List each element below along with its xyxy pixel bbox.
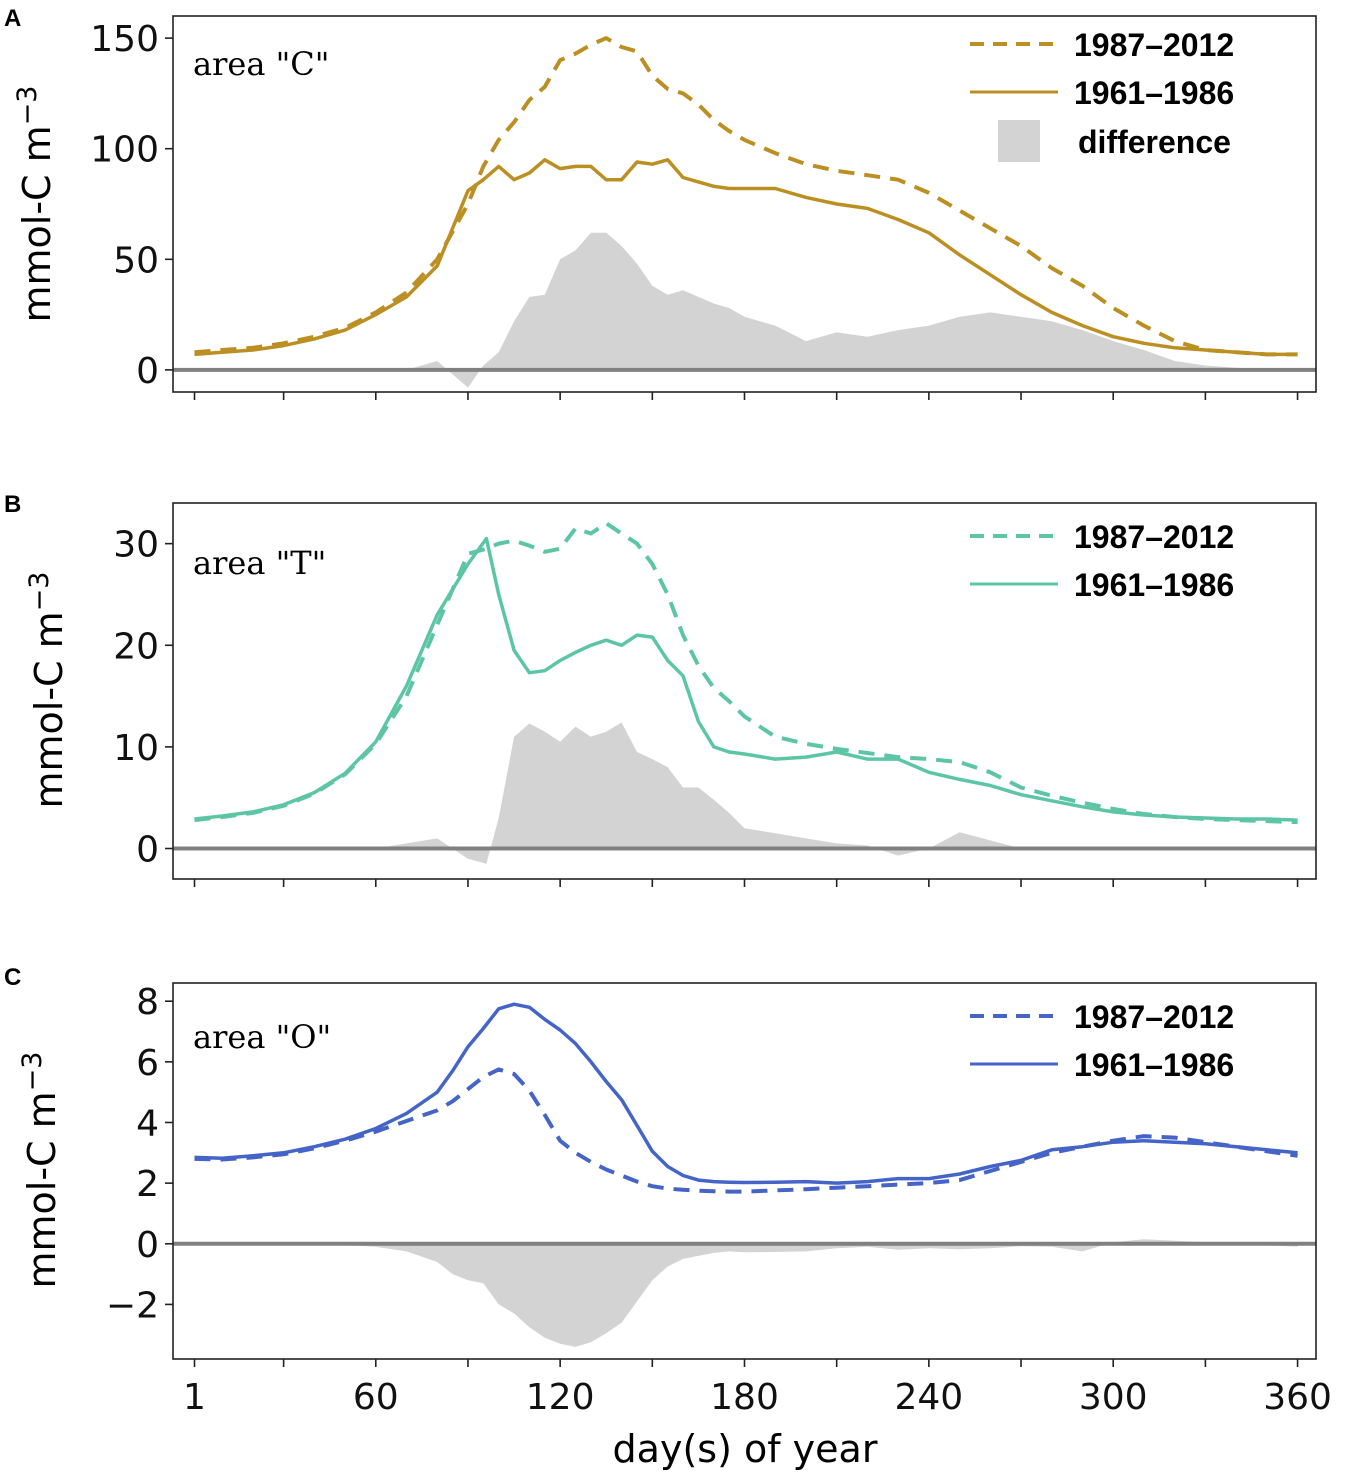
y-axis-label-text: mmol-C m bbox=[20, 1091, 64, 1288]
difference-area bbox=[194, 1239, 1298, 1347]
x-axis-label: day(s) of year bbox=[613, 1427, 878, 1471]
difference-area-layer bbox=[194, 722, 1298, 864]
y-axis-label: mmol-C m−3 bbox=[24, 572, 71, 809]
x-tick-label: 1 bbox=[183, 1377, 206, 1418]
x-tick-label: 360 bbox=[1263, 1377, 1332, 1418]
y-tick-label: 0 bbox=[136, 830, 159, 871]
legend-label-1987-2012: 1987–2012 bbox=[1074, 519, 1234, 555]
series-line-1961-1986 bbox=[194, 1002, 1298, 1185]
y-axis-label-text: mmol-C m bbox=[27, 611, 71, 808]
area-label: area "T" bbox=[193, 544, 326, 582]
series-line-1987-2012 bbox=[194, 521, 1298, 825]
y-axis-label-exponent: −3 bbox=[17, 1052, 48, 1092]
area-label: area "C" bbox=[193, 45, 329, 83]
y-axis-label-text: mmol-C m bbox=[15, 125, 59, 322]
series-line-layer bbox=[194, 521, 1298, 825]
series-line-layer bbox=[194, 1002, 1298, 1194]
y-axis: −2 0 2 4 6 8 bbox=[106, 982, 173, 1326]
y-tick-label: 10 bbox=[113, 728, 159, 769]
x-tick-labels: 1 60 120 180 240 300 360 bbox=[183, 1377, 1332, 1418]
series-line-1987-2012 bbox=[194, 36, 1298, 357]
difference-area-layer bbox=[194, 232, 1298, 388]
x-tick-label: 60 bbox=[353, 1377, 399, 1418]
y-tick-label: −2 bbox=[106, 1285, 159, 1326]
series-line-1987-2012 bbox=[194, 1067, 1298, 1194]
y-axis: 0 50 100 150 bbox=[90, 19, 173, 392]
x-axis bbox=[193, 392, 1299, 400]
difference-area bbox=[194, 722, 1298, 864]
y-tick-label: 30 bbox=[113, 525, 159, 566]
legend-label-difference: difference bbox=[1078, 124, 1231, 160]
panel-b: B 0 10 20 30 mmol-C m−3 area "T" 1987–2012 … bbox=[4, 491, 1317, 887]
y-tick-label: 2 bbox=[136, 1164, 159, 1205]
legend-swatch-difference bbox=[998, 120, 1040, 162]
x-tick-label: 300 bbox=[1079, 1377, 1148, 1418]
x-tick-label: 240 bbox=[894, 1377, 963, 1418]
legend: 1987–2012 1961–1986 difference bbox=[970, 27, 1234, 162]
series-line-1961-1986 bbox=[194, 536, 1298, 822]
series-line-layer bbox=[194, 36, 1298, 357]
y-axis-label-exponent: −3 bbox=[24, 572, 55, 612]
legend-label-1961-1986: 1961–1986 bbox=[1074, 1047, 1234, 1083]
panel-label: B bbox=[4, 491, 21, 518]
difference-area bbox=[194, 232, 1298, 388]
legend-label-1961-1986: 1961–1986 bbox=[1074, 75, 1234, 111]
y-tick-label: 20 bbox=[113, 626, 159, 667]
y-axis-label-exponent: −3 bbox=[12, 86, 43, 126]
y-tick-label: 6 bbox=[136, 1043, 159, 1084]
y-axis-label: mmol-C m−3 bbox=[12, 86, 59, 323]
y-axis-label: mmol-C m−3 bbox=[17, 1052, 64, 1289]
legend: 1987–2012 1961–1986 bbox=[970, 519, 1234, 603]
y-axis: 0 10 20 30 bbox=[113, 525, 173, 871]
x-tick-label: 180 bbox=[710, 1377, 779, 1418]
panel-c: C −2 0 2 4 6 8 mmol-C m−3 area "O" 1987–2012 … bbox=[4, 964, 1332, 1418]
y-tick-label: 50 bbox=[113, 240, 159, 281]
y-tick-label: 0 bbox=[136, 351, 159, 392]
difference-area-layer bbox=[194, 1239, 1298, 1347]
y-tick-label: 100 bbox=[90, 130, 159, 171]
legend-label-1987-2012: 1987–2012 bbox=[1074, 999, 1234, 1035]
panel-label: A bbox=[4, 5, 21, 32]
legend-label-1987-2012: 1987–2012 bbox=[1074, 27, 1234, 63]
y-tick-label: 8 bbox=[136, 982, 159, 1023]
legend-label-1961-1986: 1961–1986 bbox=[1074, 567, 1234, 603]
series-line-1961-1986 bbox=[194, 158, 1298, 357]
y-tick-label: 4 bbox=[136, 1103, 159, 1144]
panel-a: A 0 50 100 150 mmol-C m−3 area "C" 1987–201… bbox=[4, 5, 1317, 400]
x-axis bbox=[193, 879, 1299, 887]
panel-label: C bbox=[4, 964, 21, 991]
x-axis bbox=[193, 1359, 1299, 1367]
plot-frame bbox=[172, 982, 1317, 1360]
y-tick-label: 0 bbox=[136, 1225, 159, 1266]
plot-frame bbox=[172, 502, 1317, 880]
area-label: area "O" bbox=[193, 1018, 331, 1056]
y-tick-label: 150 bbox=[90, 19, 159, 60]
legend: 1987–2012 1961–1986 bbox=[970, 999, 1234, 1083]
x-tick-label: 120 bbox=[526, 1377, 595, 1418]
